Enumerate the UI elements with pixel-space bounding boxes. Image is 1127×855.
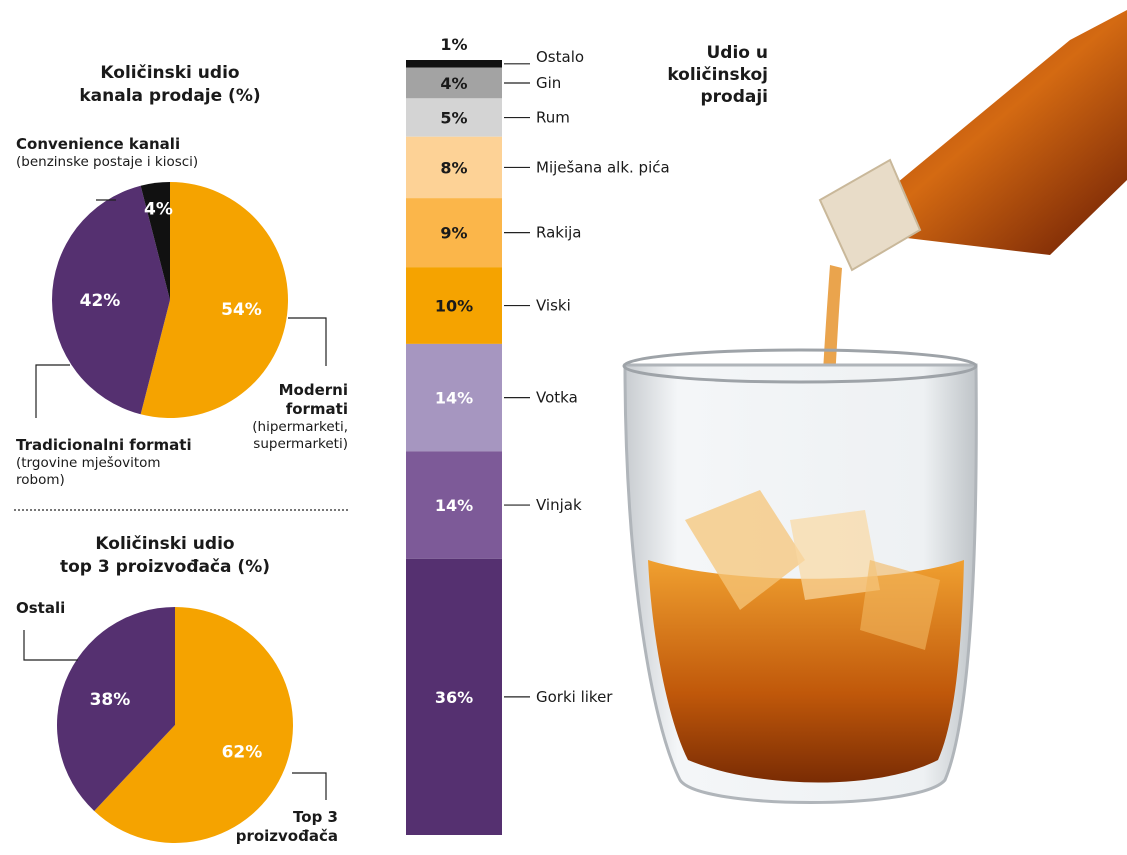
pie2-pct-label: 62% — [222, 743, 263, 763]
stack-segment-vinjak — [406, 451, 502, 559]
stack-segment-rum — [406, 98, 502, 137]
stack-title: Udio u količinskoj prodaji — [610, 42, 768, 108]
pie1-pct-label: 4% — [144, 200, 173, 220]
pie1-title-line1: Količinski udio — [100, 63, 240, 83]
stack-label-rakija: Rakija — [536, 224, 582, 242]
pie1-pct-label: 54% — [221, 300, 262, 320]
pie1-slice-42 — [51, 185, 171, 415]
convenience-label: Convenience kanali — [16, 135, 181, 153]
stack-title-line1: Udio u — [706, 43, 768, 63]
modern-label-1: Moderni — [278, 381, 348, 399]
pie2-leader-top3 — [292, 772, 327, 800]
stack-pct-gorki-liker: 36% — [435, 688, 473, 707]
pie1-title-line2: kanala prodaje (%) — [79, 86, 261, 106]
ice-cube-2-shape — [790, 510, 880, 600]
traditional-sublabel-1: (trgovine mješovitom — [16, 455, 161, 471]
pie2-title: Količinski udio top 3 proizvođača (%) — [25, 533, 305, 579]
modern-sublabel-1: (hipermarketi, — [252, 419, 348, 435]
traditional-label: Tradicionalni formati — [16, 436, 192, 454]
pie2-chart: 62% 38% — [23, 607, 327, 843]
stack-segment-gin — [406, 67, 502, 99]
stack-label-rum: Rum — [536, 109, 570, 127]
pie1-leader-traditional — [35, 364, 70, 418]
stack-title-line2: količinskoj — [667, 65, 768, 85]
pie1-label-traditional: Tradicionalni formati (trgovine mješovit… — [16, 436, 192, 489]
stack-pct-rum: 5% — [440, 109, 467, 128]
stack-label-gorki-liker: Gorki liker — [536, 688, 613, 706]
others-label: Ostali — [16, 599, 66, 617]
stack-pct-mije-ana-alk-pi-a: 8% — [440, 158, 467, 177]
pie1-label-convenience: Convenience kanali (benzinske postaje i … — [16, 135, 198, 171]
pie2-title-line2: top 3 proizvođača (%) — [59, 557, 271, 577]
stack-label-gin: Gin — [536, 74, 561, 92]
pie2-slice-62 — [94, 607, 294, 843]
stacked-bar-chart: 1% 4% 5% 8% 9% 10% 14% 14% 36% Ostalo Gin Rum Miješ… — [406, 35, 670, 835]
pie2-pct-label: 38% — [90, 690, 131, 710]
stack-label-mije-ana-alk-pi-a: Miješana alk. pića — [536, 158, 670, 176]
stack-segment-ostalo — [406, 60, 502, 68]
glass-rim-shape — [622, 348, 978, 384]
pie1-pct-label: 42% — [80, 291, 121, 311]
pie1-leader-modern — [288, 317, 327, 366]
stack-pct-ostalo: 1% — [440, 35, 467, 54]
top3-label-2: proizvođača — [235, 827, 338, 845]
pie1-slice-4 — [140, 182, 170, 300]
stack-pct-gin: 4% — [440, 74, 467, 93]
stack-label-viski: Viski — [536, 297, 571, 315]
stack-title-line3: prodaji — [700, 87, 768, 107]
top3-label-1: Top 3 — [293, 808, 338, 826]
pie1-slice-54 — [140, 182, 288, 418]
ice-cube-3-shape — [860, 560, 940, 650]
modern-label-2: formati — [285, 400, 348, 418]
pie2-label-others: Ostali — [16, 599, 65, 618]
stack-pct-votka: 14% — [435, 389, 473, 408]
pie2-leader-others — [23, 630, 78, 661]
traditional-sublabel-2: robom) — [16, 472, 65, 488]
stack-label-votka: Votka — [536, 389, 578, 407]
stack-segment-gorki-liker — [406, 558, 502, 835]
pie1-chart: 54% 42% 4% — [35, 182, 327, 418]
stack-label-ostalo: Ostalo — [536, 48, 584, 66]
stack-segment-votka — [406, 343, 502, 452]
stack-segment-viski — [406, 267, 502, 344]
convenience-sublabel: (benzinske postaje i kiosci) — [16, 154, 199, 170]
stack-segment-mije-ana-alk-pi-a — [406, 136, 502, 199]
whisky-glass-image — [622, 10, 1127, 804]
pie1-label-modern: Moderni formati (hipermarketi, supermark… — [240, 381, 348, 453]
stack-pct-vinjak: 14% — [435, 496, 473, 515]
section-divider — [14, 509, 348, 511]
pie2-title-line1: Količinski udio — [95, 534, 235, 554]
stack-pct-viski: 10% — [435, 297, 473, 316]
pie2-slice-38 — [57, 607, 175, 812]
stack-label-vinjak: Vinjak — [536, 496, 582, 514]
ice-cube-1-shape — [685, 490, 805, 610]
pie2-label-top3: Top 3 proizvođača — [232, 808, 338, 846]
modern-sublabel-2: supermarketi) — [253, 436, 348, 452]
pie1-title: Količinski udio kanala prodaje (%) — [40, 62, 300, 108]
stack-segment-rakija — [406, 198, 502, 268]
stack-pct-rakija: 9% — [440, 224, 467, 243]
bottle-neck-shape — [818, 158, 922, 272]
bottle-shape — [840, 10, 1127, 255]
